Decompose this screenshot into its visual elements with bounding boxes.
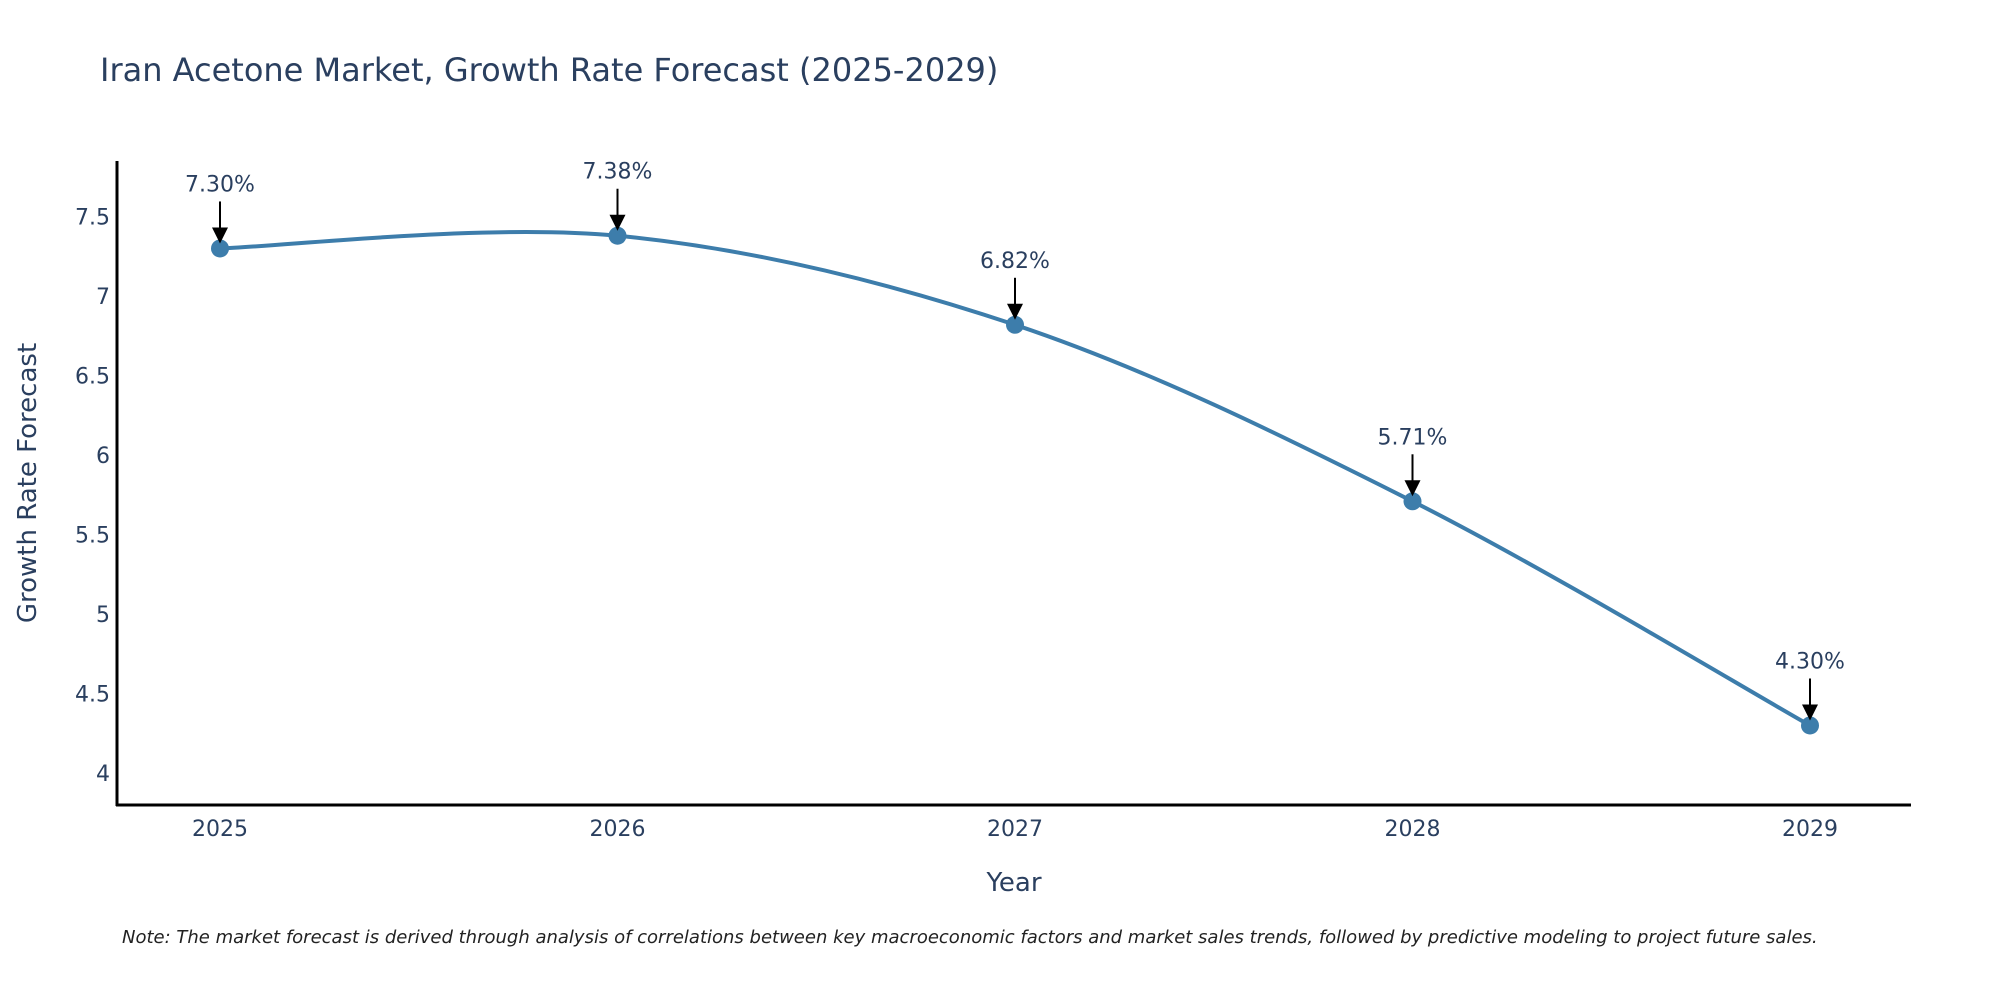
- data-label: 5.71%: [1378, 425, 1448, 450]
- y-tick-label: 6.5: [75, 365, 110, 390]
- data-label: 4.30%: [1775, 649, 1845, 674]
- data-label: 7.38%: [583, 160, 653, 185]
- y-tick-label: 5.5: [75, 524, 110, 549]
- x-tick-label: 2029: [1782, 817, 1838, 842]
- y-tick-label: 4: [96, 762, 110, 787]
- data-point: [211, 239, 229, 258]
- y-tick-label: 7.5: [75, 206, 110, 231]
- data-point: [1006, 315, 1024, 334]
- chart-title: Iran Acetone Market, Growth Rate Forecas…: [100, 51, 998, 89]
- y-tick-label: 6: [96, 444, 110, 469]
- x-tick-label: 2028: [1385, 817, 1441, 842]
- data-points: [211, 226, 1819, 735]
- data-point: [608, 226, 627, 245]
- x-axis-ticks: 2025 2026 2027 2028 2029: [192, 817, 1838, 842]
- data-point: [1801, 716, 1819, 735]
- y-tick-label: 5: [96, 603, 110, 628]
- data-label: 7.30%: [185, 172, 255, 197]
- y-tick-label: 7: [96, 285, 110, 310]
- data-annotations: 7.30% 7.38% 6.82% 5.71% 4.30%: [185, 160, 1845, 721]
- y-tick-label: 4.5: [75, 683, 110, 708]
- y-axis-title: Growth Rate Forecast: [13, 343, 43, 623]
- data-point: [1403, 492, 1422, 511]
- annotation-arrow-head: [1802, 704, 1818, 721]
- annotation-arrow-head: [609, 214, 626, 231]
- footnote: Note: The market forecast is derived thr…: [122, 927, 1818, 948]
- annotation-arrow-head: [1007, 303, 1023, 320]
- annotation-arrow-head: [1404, 480, 1421, 497]
- x-tick-label: 2027: [987, 817, 1043, 842]
- x-axis-title: Year: [985, 868, 1041, 898]
- x-tick-label: 2025: [192, 817, 248, 842]
- y-axis-ticks: 4 4.5 5 5.5 6 6.5 7 7.5: [75, 206, 110, 788]
- x-tick-label: 2026: [590, 817, 646, 842]
- annotation-arrow-head: [212, 227, 228, 244]
- data-label: 6.82%: [980, 249, 1050, 274]
